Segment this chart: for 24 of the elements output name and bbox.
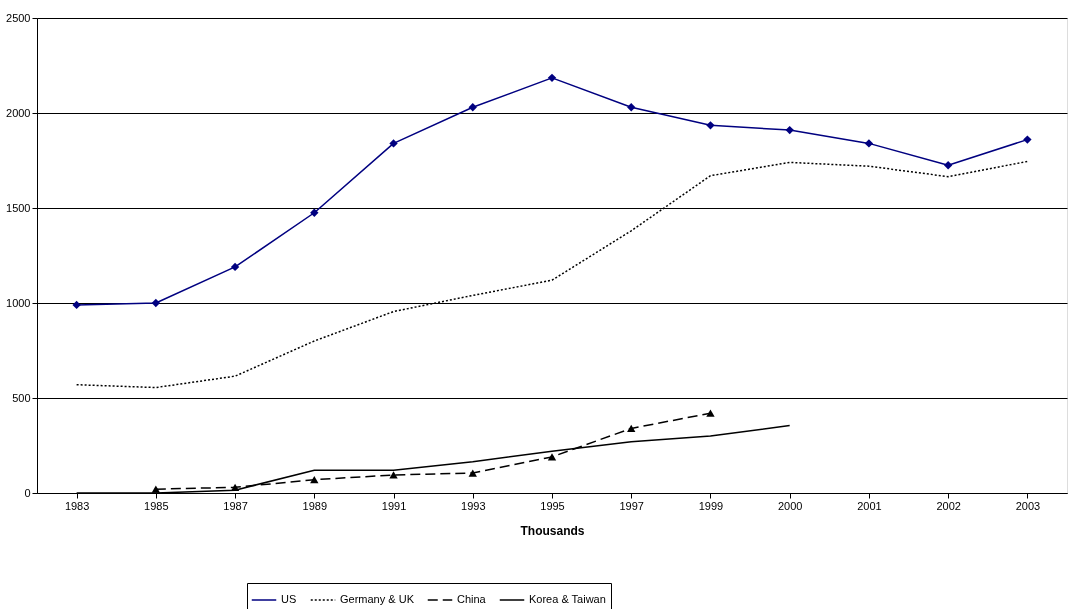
x-tick-label: 1995 — [540, 499, 565, 512]
x-tick-label: 2001 — [857, 499, 882, 512]
y-tick-label: 0 — [24, 486, 31, 499]
x-tick-label: 1991 — [381, 499, 407, 512]
x-tick-label: 2002 — [936, 499, 961, 512]
x-tick-label: 1985 — [144, 499, 169, 512]
x-tick-label: 1983 — [64, 499, 90, 512]
legend-label: Germany & UK — [340, 593, 415, 605]
legend-label: China — [457, 593, 487, 605]
y-tick-label: 1500 — [6, 201, 31, 214]
x-tick-label: 2003 — [1015, 499, 1041, 512]
y-tick-label: 1000 — [6, 296, 31, 309]
x-tick-label: 2000 — [777, 499, 803, 512]
x-axis-title: Thousands — [520, 523, 585, 538]
legend-label: Korea & Taiwan — [529, 593, 606, 605]
x-tick-label: 1989 — [302, 499, 328, 512]
x-tick-label: 1987 — [223, 499, 248, 512]
legend-label: US — [281, 593, 297, 605]
y-tick-label: 2000 — [6, 106, 31, 119]
y-tick-label: 2500 — [6, 11, 31, 24]
y-tick-label: 500 — [12, 391, 31, 404]
x-tick-label: 1999 — [698, 499, 724, 512]
x-tick-label: 1997 — [619, 499, 644, 512]
x-tick-label: 1993 — [461, 499, 486, 512]
